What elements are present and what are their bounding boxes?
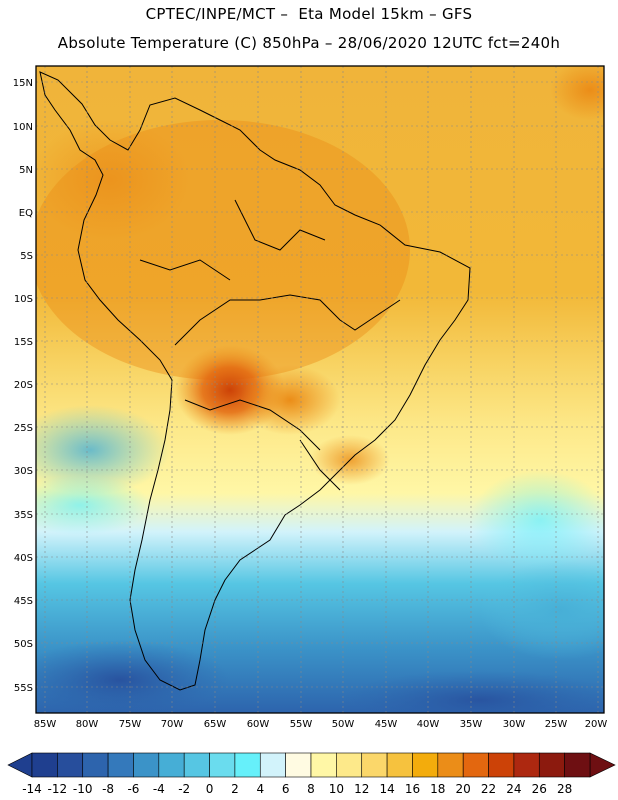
colorbar-swatch: [462, 752, 489, 778]
colorbar-swatch: [57, 752, 84, 778]
chart-title-line-2: Absolute Temperature (C) 850hPa – 28/06/…: [57, 34, 561, 52]
colorbar-label: 8: [307, 782, 315, 796]
colorbar-swatch: [31, 752, 58, 778]
lat-label: 35S: [14, 510, 33, 521]
lat-label: 25S: [14, 423, 33, 434]
colorbar-swatch: [285, 752, 312, 778]
colorbar-label: 20: [456, 782, 471, 796]
colorbar: -14 -12 -10 -8 -6 -4 -2 0 2 4 6 8 10 12 14 16 18 20 22 24 26…: [7, 752, 616, 796]
colorbar-arrow-low: [7, 752, 33, 778]
colorbar-label: -14: [22, 782, 42, 796]
lon-label: 85W: [34, 719, 57, 730]
colorbar-label: -6: [127, 782, 139, 796]
lon-label: 35W: [460, 719, 483, 730]
colorbar-swatch: [538, 752, 565, 778]
colorbar-label: -4: [153, 782, 165, 796]
lon-label: 55W: [290, 719, 313, 730]
lat-label: 10S: [14, 294, 33, 305]
lat-label: 20S: [14, 380, 33, 391]
colorbar-swatch: [513, 752, 540, 778]
lon-label: 80W: [76, 719, 99, 730]
longitude-labels: 85W 80W 75W 70W 65W 60W 55W 50W 45W 40W …: [34, 719, 608, 730]
colorbar-label: 10: [329, 782, 344, 796]
lat-label: 40S: [14, 553, 33, 564]
colorbar-swatch: [183, 752, 210, 778]
colorbar-swatch: [386, 752, 413, 778]
latitude-labels: 15N 10N 5N EQ 5S 10S 15S 20S 25S 30S 35S…: [13, 78, 33, 694]
colorbar-label: 4: [256, 782, 264, 796]
lon-label: 20W: [585, 719, 608, 730]
lat-label: 10N: [13, 122, 33, 133]
colorbar-swatch: [336, 752, 363, 778]
lat-label: EQ: [19, 208, 33, 219]
lat-label: 50S: [14, 639, 33, 650]
colorbar-label: 22: [481, 782, 496, 796]
colorbar-swatch: [412, 752, 439, 778]
colorbar-swatch: [82, 752, 109, 778]
lat-label: 55S: [14, 683, 33, 694]
colorbar-label: -10: [73, 782, 93, 796]
colorbar-swatch: [564, 752, 591, 778]
country-borders: [39, 71, 471, 691]
temperature-field: [36, 66, 604, 713]
colorbar-swatch: [158, 752, 185, 778]
colorbar-swatch: [107, 752, 134, 778]
lon-label: 30W: [503, 719, 526, 730]
colorbar-swatch: [310, 752, 337, 778]
colorbar-swatch: [259, 752, 286, 778]
lat-label: 5N: [19, 165, 33, 176]
lat-label: 15S: [14, 337, 33, 348]
lon-label: 50W: [332, 719, 355, 730]
lon-label: 65W: [204, 719, 227, 730]
colorbar-label: 2: [231, 782, 239, 796]
lat-label: 30S: [14, 466, 33, 477]
colorbar-swatch: [133, 752, 160, 778]
lon-label: 25W: [545, 719, 568, 730]
colorbar-label: 16: [405, 782, 420, 796]
colorbar-label: 24: [506, 782, 521, 796]
colorbar-swatch: [234, 752, 261, 778]
lon-label: 75W: [119, 719, 142, 730]
colorbar-swatch: [361, 752, 388, 778]
colorbar-label: -8: [102, 782, 114, 796]
lat-label: 5S: [20, 251, 33, 262]
colorbar-arrow-high: [589, 752, 616, 778]
map-frame: [35, 65, 605, 714]
colorbar-label: 6: [282, 782, 290, 796]
lat-label: 15N: [13, 78, 33, 89]
colorbar-label: -12: [48, 782, 68, 796]
lon-label: 40W: [417, 719, 440, 730]
colorbar-label: -2: [178, 782, 190, 796]
lat-label: 45S: [14, 596, 33, 607]
colorbar-swatch: [209, 752, 236, 778]
colorbar-label: 14: [379, 782, 394, 796]
colorbar-swatch: [437, 752, 464, 778]
lon-label: 60W: [247, 719, 270, 730]
colorbar-label: 0: [206, 782, 214, 796]
lon-label: 70W: [161, 719, 184, 730]
colorbar-label: 28: [557, 782, 572, 796]
colorbar-label: 18: [430, 782, 445, 796]
colorbar-swatch: [488, 752, 515, 778]
colorbar-label: 26: [532, 782, 547, 796]
chart-title-line-1: CPTEC/INPE/MCT – Eta Model 15km – GFS: [145, 5, 473, 23]
lon-label: 45W: [375, 719, 398, 730]
colorbar-label: 12: [354, 782, 369, 796]
